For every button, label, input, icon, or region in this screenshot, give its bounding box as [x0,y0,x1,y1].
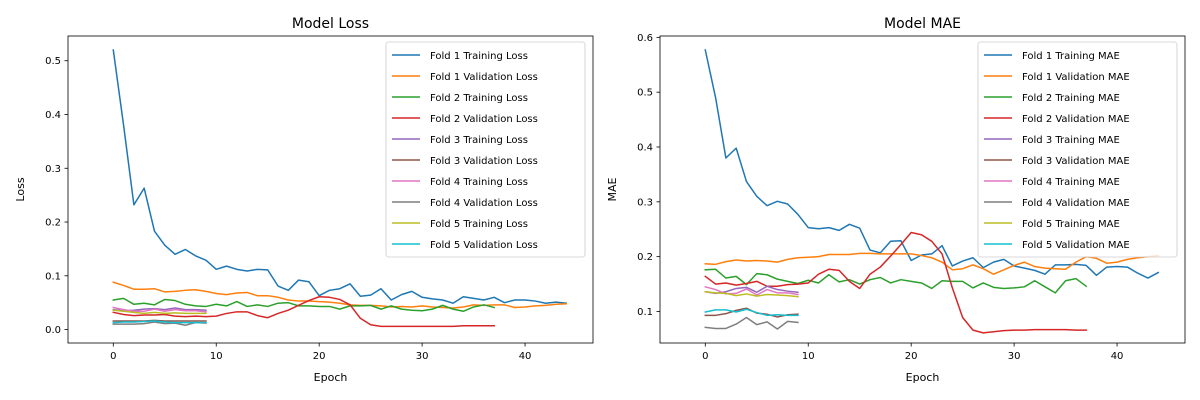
legend-entry: Fold 4 Training Loss [430,177,528,188]
series-line-1 [704,49,1160,279]
x-axis-label: Epoch [906,371,940,384]
legend-entry: Fold 2 Validation Loss [430,114,538,125]
y-tick-label: 0.4 [637,143,653,154]
y-tick-label: 0.3 [45,164,61,175]
x-tick-label: 0 [702,351,708,362]
legend-entry: Fold 1 Training Loss [430,51,528,62]
series-line-9 [704,290,799,298]
legend-entry: Fold 5 Validation Loss [430,240,538,251]
y-tick-label: 0.6 [637,33,653,44]
legend-entry: Fold 3 Validation Loss [430,156,538,167]
x-axis-label: Epoch [314,371,348,384]
chart-title: Model Loss [292,16,369,32]
x-tick-label: 10 [802,351,815,362]
legend-entry: Fold 5 Training MAE [1022,219,1120,230]
series-line-8 [704,316,799,330]
series-line-2 [112,281,568,309]
x-tick-label: 0 [110,351,116,362]
legend-entry: Fold 2 Validation MAE [1022,114,1130,125]
y-tick-label: 0.3 [637,197,653,208]
y-tick-label: 0.0 [45,325,61,336]
x-tick-label: 40 [519,351,532,362]
series-lines [112,49,568,328]
y-tick-label: 0.2 [45,218,61,229]
series-lines [704,49,1160,334]
x-tick-label: 10 [210,351,223,362]
chart-panel-2: Model MAE 0 10 20 30 40 0.1 0.2 0.3 0.4 0.5 0.6 Epoc… [606,16,1186,384]
series-line-7 [112,306,207,313]
legend-entry: Fold 3 Training MAE [1022,135,1120,146]
axes-frame [67,35,594,344]
series-line-8 [112,321,207,327]
legend-entry: Fold 3 Validation MAE [1022,156,1130,167]
y-tick-label: 0.5 [637,88,653,99]
chart-panel-1: Model Loss 0 10 20 30 40 0.0 0.1 0.2 0.3 0.4 0.5 Epo… [14,16,594,384]
series-line-3 [112,297,496,313]
legend-entry: Fold 1 Training MAE [1022,51,1120,62]
series-line-10 [704,308,799,317]
series-line-9 [112,309,207,315]
x-tick-label: 20 [905,351,918,362]
series-line-6 [112,319,207,322]
legend: Fold 1 Training Loss Fold 1 Validation Lo… [385,41,586,258]
legend-entry: Fold 2 Training Loss [430,93,528,104]
y-tick-label: 0.2 [637,252,653,263]
series-line-4 [112,296,495,328]
legend-entry: Fold 5 Training Loss [430,219,528,230]
series-line-2 [704,252,1160,275]
y-axis-label: MAE [606,177,619,201]
series-line-10 [112,320,207,324]
legend-box [977,41,1178,258]
series-line-3 [704,268,1088,294]
y-axis-label: Loss [14,177,27,201]
legend-box [385,41,586,258]
y-tick-label: 0.1 [45,271,61,282]
legend-entry: Fold 1 Validation MAE [1022,72,1130,83]
y-tick-label: 0.4 [45,110,61,121]
chart-title: Model MAE [884,16,961,32]
series-line-7 [704,285,799,296]
legend: Fold 1 Training MAE Fold 1 Validation MAE… [977,41,1178,258]
legend-entry: Fold 2 Training MAE [1022,93,1120,104]
legend-entry: Fold 4 Validation MAE [1022,198,1130,209]
x-tick-label: 20 [313,351,326,362]
legend-entry: Fold 4 Validation Loss [430,198,538,209]
legend-entry: Fold 3 Training Loss [430,135,528,146]
legend-entry: Fold 5 Validation MAE [1022,240,1130,251]
x-tick-label: 30 [416,351,429,362]
y-tick-label: 0.1 [637,307,653,318]
axes-frame [659,35,1186,344]
legend-entry: Fold 4 Training MAE [1022,177,1120,188]
x-tick-label: 40 [1111,351,1124,362]
x-tick-label: 30 [1008,351,1021,362]
series-line-1 [112,49,568,305]
legend-entry: Fold 1 Validation Loss [430,72,538,83]
y-tick-label: 0.5 [45,56,61,67]
